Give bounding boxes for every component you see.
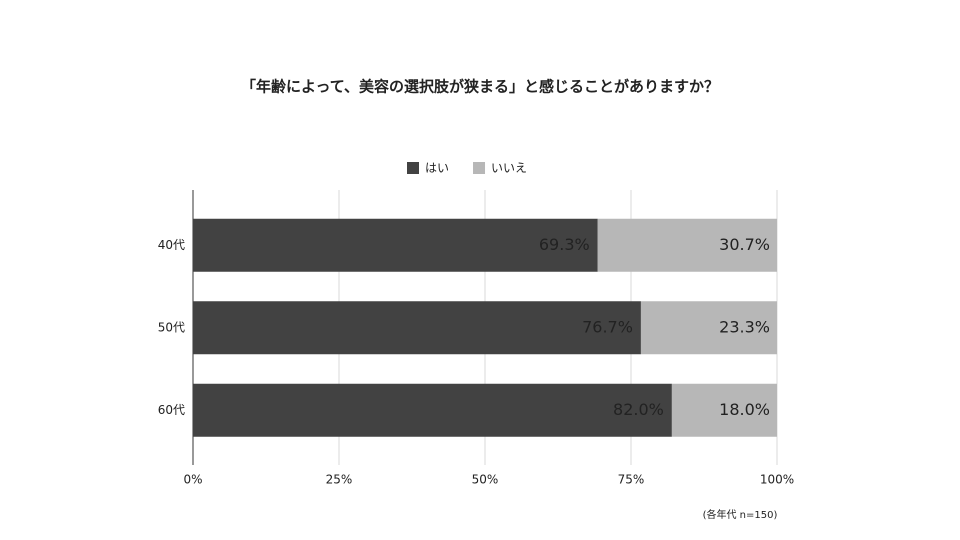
- value-label: 82.0%: [613, 400, 664, 419]
- legend-label: はい: [425, 161, 449, 175]
- bar-segment: [193, 383, 672, 437]
- value-label: 23.3%: [719, 317, 770, 336]
- value-label: 18.0%: [719, 400, 770, 419]
- y-tick-label: 40代: [158, 238, 185, 252]
- bar-segment: [597, 218, 777, 272]
- x-tick-label: 50%: [472, 473, 499, 487]
- annotation: (各年代 n=150): [703, 508, 778, 521]
- x-tick-label: 100%: [760, 473, 794, 487]
- bar-segment: [671, 383, 777, 437]
- chart-title: 「年齢によって、美容の選択肢が狭まる」と感じることがありますか？: [241, 78, 719, 96]
- x-tick-label: 25%: [326, 473, 353, 487]
- y-tick-label: 60代: [158, 403, 185, 417]
- legend-swatch: [473, 162, 486, 174]
- legend-swatch: [407, 162, 419, 174]
- x-tick-label: 0%: [183, 473, 202, 487]
- y-tick-label: 50代: [158, 320, 185, 334]
- value-label: 76.7%: [582, 317, 633, 336]
- bar-segment: [640, 301, 777, 355]
- value-label: 30.7%: [719, 235, 770, 254]
- bar-segment: [193, 218, 598, 272]
- bar-segment: [193, 301, 641, 355]
- x-tick-label: 75%: [618, 473, 645, 487]
- legend-label: いいえ: [491, 161, 527, 175]
- value-label: 69.3%: [539, 235, 590, 254]
